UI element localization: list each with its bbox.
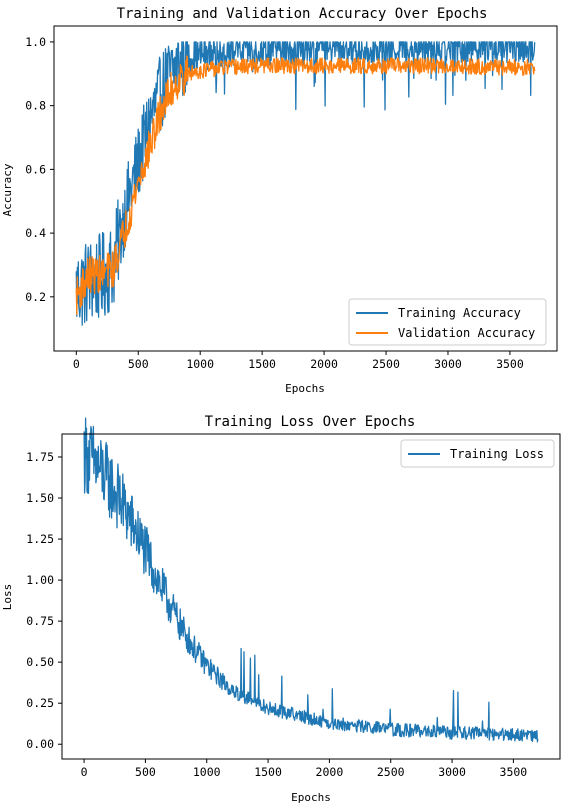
loss-chart: Training Loss Over Epochs 0 500 1000 1500 20… (1, 414, 561, 804)
accuracy-series-line-training-accuracy (75, 41, 536, 326)
loss-y-ticks: 0.00 0.25 0.50 0.75 1.00 1.25 1.50 1.75 (26, 450, 62, 751)
loss-x-tick-label: 3500 (500, 765, 528, 779)
loss-x-tick-label: 2500 (377, 765, 405, 779)
loss-x-tick-label: 500 (135, 765, 156, 779)
loss-y-tick-label: 1.75 (26, 450, 54, 464)
loss-x-tick-label: 3000 (438, 765, 466, 779)
loss-plot-frame (61, 433, 561, 760)
accuracy-y-tick-label: 1.0 (25, 35, 46, 49)
loss-y-tick-label: 1.25 (26, 532, 54, 546)
accuracy-x-tick-label: 3000 (434, 357, 462, 371)
accuracy-x-tick-label: 3500 (496, 357, 524, 371)
loss-y-tick-label: 0.00 (26, 737, 54, 751)
loss-y-tick-label: 1.00 (26, 573, 54, 587)
accuracy-x-tick-label: 1500 (248, 357, 276, 371)
accuracy-x-tick-label: 500 (128, 357, 149, 371)
accuracy-x-tick-label: 1000 (186, 357, 214, 371)
accuracy-y-tick-label: 0.2 (25, 290, 46, 304)
loss-series-line-training-loss (83, 417, 539, 743)
loss-x-tick-label: 1000 (193, 765, 221, 779)
loss-y-tick-label: 0.75 (26, 614, 54, 628)
accuracy-series-group (75, 41, 536, 326)
accuracy-x-tick-label: 0 (73, 357, 80, 371)
loss-x-ticks: 0 500 1000 1500 2000 2500 3000 3500 (81, 759, 528, 779)
loss-x-tick-label: 0 (81, 765, 88, 779)
loss-y-tick-label: 0.50 (26, 655, 54, 669)
accuracy-x-tick-label: 2000 (310, 357, 338, 371)
loss-legend-box (400, 439, 555, 468)
accuracy-y-ticks: 0.2 0.4 0.6 0.8 1.0 (25, 35, 54, 304)
loss-y-tick-label: 0.25 (26, 696, 54, 710)
accuracy-legend-label-training: Training Accuracy (398, 306, 521, 320)
loss-x-tick-label: 2000 (316, 765, 344, 779)
loss-x-tick-label: 1500 (254, 765, 282, 779)
loss-legend: Training Loss (400, 439, 555, 468)
accuracy-series-line-validation-accuracy (75, 55, 536, 315)
accuracy-legend: Training Accuracy Validation Accuracy (348, 298, 547, 346)
accuracy-x-ticks: 0 500 1000 1500 2000 2500 3000 3500 (73, 351, 524, 371)
accuracy-legend-label-validation: Validation Accuracy (398, 326, 535, 340)
loss-series-group (83, 417, 539, 743)
loss-x-axis-label: Epochs (291, 791, 331, 804)
accuracy-chart: Training and Validation Accuracy Over Ep… (1, 6, 558, 395)
loss-chart-title: Training Loss Over Epochs (205, 414, 416, 430)
accuracy-x-tick-label: 2500 (372, 357, 400, 371)
loss-y-axis-label: Loss (1, 584, 14, 611)
accuracy-y-tick-label: 0.8 (25, 99, 46, 113)
loss-y-tick-label: 1.50 (26, 491, 54, 505)
accuracy-legend-box (348, 298, 547, 346)
accuracy-y-tick-label: 0.4 (25, 226, 46, 240)
accuracy-y-axis-label: Accuracy (1, 163, 14, 216)
accuracy-plot-frame (53, 25, 558, 352)
accuracy-chart-title: Training and Validation Accuracy Over Ep… (117, 6, 488, 22)
loss-legend-label-training: Training Loss (450, 447, 544, 461)
accuracy-x-axis-label: Epochs (285, 382, 325, 395)
accuracy-y-tick-label: 0.6 (25, 162, 46, 176)
